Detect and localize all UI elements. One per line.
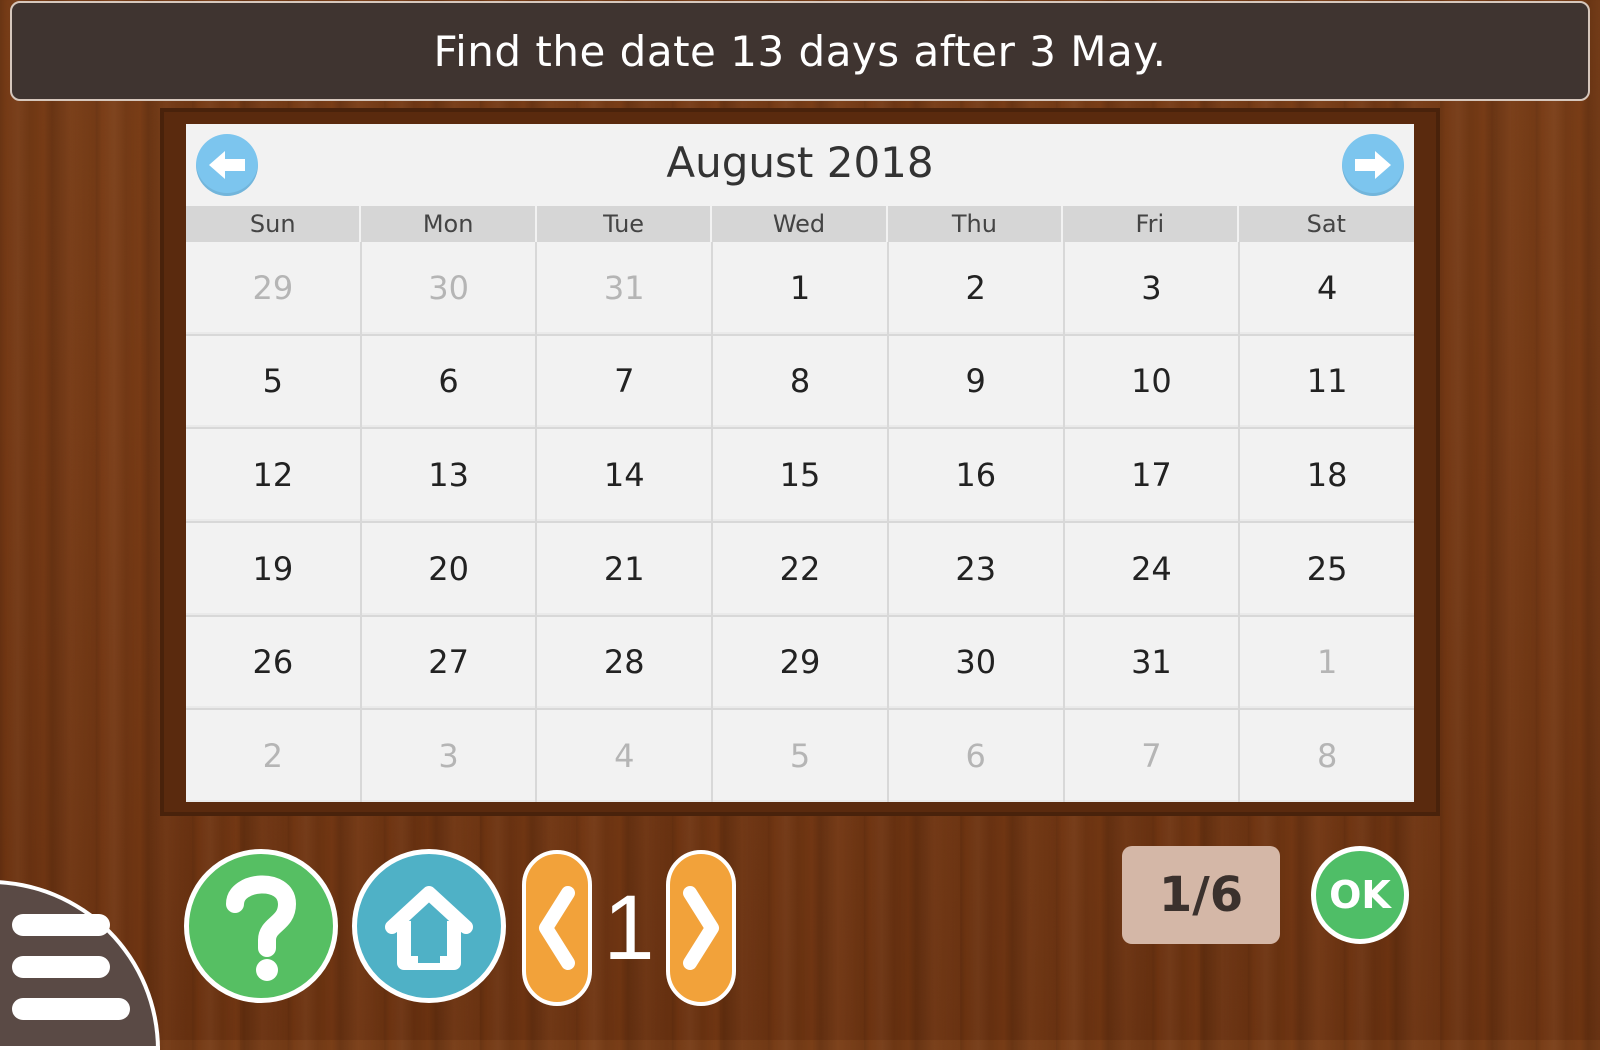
- prompt-text: Find the date 13 days after 3 May.: [433, 26, 1167, 76]
- weekday-thu: Thu: [888, 206, 1064, 242]
- weekday-sat: Sat: [1306, 210, 1346, 238]
- day-cell[interactable]: 31: [1064, 616, 1239, 709]
- day-cell[interactable]: 14: [537, 429, 712, 521]
- chevron-right-icon: [683, 886, 719, 970]
- day-cell[interactable]: 24: [1064, 522, 1239, 615]
- day-cell[interactable]: 19: [186, 522, 360, 615]
- menu-button[interactable]: [0, 880, 160, 1050]
- day-cell[interactable]: 5: [186, 335, 360, 428]
- day-cell[interactable]: 7: [1064, 710, 1239, 802]
- menu-line: [12, 998, 130, 1020]
- home-icon: [385, 886, 473, 970]
- next-month-button[interactable]: [1342, 134, 1404, 196]
- day-cell[interactable]: 11: [1240, 335, 1414, 428]
- day-cell[interactable]: 30: [361, 242, 536, 334]
- ok-button[interactable]: OK: [1311, 846, 1409, 944]
- weekday-wed: Wed: [712, 206, 888, 242]
- day-cell[interactable]: 25: [1240, 522, 1414, 615]
- prompt-banner: Find the date 13 days after 3 May.: [10, 1, 1590, 101]
- help-button[interactable]: [184, 849, 338, 1003]
- day-cell[interactable]: 17: [1064, 429, 1239, 521]
- day-cell[interactable]: 27: [361, 616, 536, 709]
- day-cell[interactable]: 22: [713, 522, 887, 615]
- day-cell[interactable]: 5: [713, 710, 887, 802]
- menu-line: [12, 914, 110, 936]
- arrow-right-icon: [1355, 151, 1391, 179]
- chevron-left-icon: [539, 886, 575, 970]
- weekday-mon: Mon: [361, 206, 537, 242]
- day-cell[interactable]: 9: [888, 335, 1063, 428]
- weekday-header-row: Sun Mon Tue Wed Thu Fri Sat: [186, 206, 1414, 242]
- progress-indicator: 1/6: [1122, 846, 1280, 944]
- days-grid: 29 30 31 1 2 3 4 5 6 7 8 9 10 11 12 13 1…: [186, 242, 1414, 802]
- day-cell[interactable]: 31: [537, 242, 712, 334]
- day-cell[interactable]: 3: [1064, 242, 1239, 334]
- day-cell[interactable]: 1: [1240, 616, 1414, 709]
- day-cell[interactable]: 30: [888, 616, 1063, 709]
- day-cell[interactable]: 21: [537, 522, 712, 615]
- day-cell[interactable]: 12: [186, 429, 360, 521]
- previous-month-button[interactable]: [196, 134, 258, 196]
- weekday-sun: Sun: [186, 206, 362, 242]
- day-cell[interactable]: 28: [537, 616, 712, 709]
- day-cell[interactable]: 13: [361, 429, 536, 521]
- day-cell[interactable]: 2: [888, 242, 1063, 334]
- day-cell[interactable]: 20: [361, 522, 536, 615]
- day-cell[interactable]: 7: [537, 335, 712, 428]
- day-cell[interactable]: 15: [713, 429, 887, 521]
- day-cell[interactable]: 6: [361, 335, 536, 428]
- arrow-left-icon: [209, 151, 245, 179]
- day-cell[interactable]: 16: [888, 429, 1063, 521]
- menu-line: [12, 956, 110, 978]
- day-cell[interactable]: 18: [1240, 429, 1414, 521]
- day-cell[interactable]: 29: [186, 242, 360, 334]
- day-cell[interactable]: 10: [1064, 335, 1239, 428]
- day-cell[interactable]: 1: [713, 242, 887, 334]
- day-cell[interactable]: 8: [1240, 710, 1414, 802]
- question-icon: [226, 875, 296, 981]
- day-cell[interactable]: 29: [713, 616, 887, 709]
- day-cell[interactable]: 23: [888, 522, 1063, 615]
- day-cell[interactable]: 8: [713, 335, 887, 428]
- day-cell[interactable]: 6: [888, 710, 1063, 802]
- weekday-fri: Fri: [1063, 206, 1239, 242]
- day-cell[interactable]: 4: [1240, 242, 1414, 334]
- calendar: August 2018 Sun Mon Tue Wed Thu Fri Sat …: [186, 124, 1414, 802]
- calendar-header: August 2018: [186, 124, 1414, 206]
- month-title: August 2018: [666, 138, 934, 187]
- next-question-button[interactable]: [666, 850, 736, 1006]
- day-cell[interactable]: 4: [537, 710, 712, 802]
- hamburger-menu-icon: [12, 914, 132, 1024]
- question-number: 1: [603, 877, 655, 979]
- day-cell[interactable]: 26: [186, 616, 360, 709]
- weekday-tue: Tue: [537, 206, 713, 242]
- previous-question-button[interactable]: [522, 850, 592, 1006]
- day-cell[interactable]: 3: [361, 710, 536, 802]
- home-button[interactable]: [352, 849, 506, 1003]
- day-cell[interactable]: 2: [186, 710, 360, 802]
